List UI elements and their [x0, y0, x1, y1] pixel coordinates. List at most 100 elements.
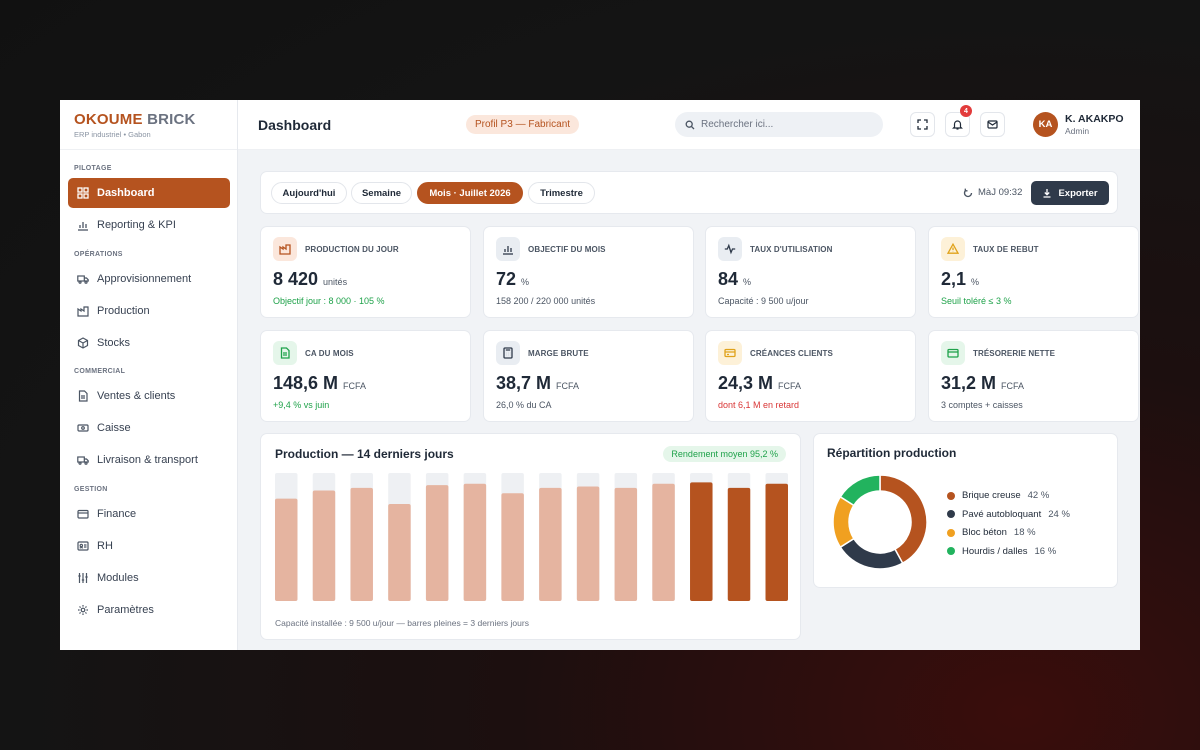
profile-badge[interactable]: Profil P3 — Fabricant — [466, 115, 580, 134]
kpi-unit: FCFA — [1001, 381, 1025, 391]
search-input[interactable] — [701, 119, 871, 130]
kpi-label: OBJECTIF DU MOIS — [528, 245, 606, 254]
period-quarter-button[interactable]: Trimestre — [528, 182, 595, 204]
kpi-card[interactable]: CA DU MOIS 148,6 M FCFA +9,4 % vs juin — [260, 330, 471, 422]
avatar[interactable]: KA — [1033, 112, 1058, 137]
legend-swatch — [947, 491, 955, 500]
legend-item: Brique creuse 42 % — [947, 490, 1049, 501]
kpi-subtext: 26,0 % du CA — [496, 400, 552, 410]
production-bar-day-7[interactable] — [501, 493, 524, 601]
production-bar-day-9[interactable] — [576, 486, 600, 601]
sidebar-item-label: Reporting & KPI — [97, 219, 176, 231]
sidebar-item-finance[interactable]: Finance — [68, 499, 230, 529]
warning-icon — [941, 237, 965, 261]
legend-label: Brique creuse — [962, 490, 1021, 501]
production-bar-day-1[interactable] — [275, 498, 298, 601]
topbar: Dashboard Profil P3 — Fabricant 4 KA K. … — [238, 100, 1140, 150]
sidebar-item-label: Paramètres — [97, 604, 154, 616]
sidebar-item-parametres[interactable]: Paramètres — [68, 595, 230, 625]
kpi-card[interactable]: MARGE BRUTE 38,7 M FCFA 26,0 % du CA — [483, 330, 694, 422]
period-today-button[interactable]: Aujourd'hui — [271, 182, 347, 204]
legend-swatch — [947, 547, 955, 555]
legend-item: Hourdis / dalles 16 % — [947, 546, 1056, 557]
legend-percent: 16 % — [1034, 545, 1057, 557]
section-label-commercial: COMMERCIAL — [74, 368, 126, 375]
kpi-card[interactable]: PRODUCTION DU JOUR 8 420 unités Objectif… — [260, 226, 471, 318]
production-bar-day-14[interactable] — [765, 483, 789, 601]
document-icon — [273, 341, 297, 365]
donut-slice-3[interactable] — [839, 474, 881, 507]
kpi-label: CA DU MOIS — [305, 349, 354, 358]
production-bar-day-4[interactable] — [388, 503, 411, 601]
sidebar-item-label: RH — [97, 540, 113, 552]
sidebar-item-caisse[interactable]: Caisse — [68, 413, 230, 443]
donut-slice-2[interactable] — [832, 495, 855, 549]
production-bar-day-3[interactable] — [350, 487, 373, 601]
card-icon — [718, 341, 742, 365]
sidebar-item-reporting[interactable]: Reporting & KPI — [68, 210, 230, 240]
search-box[interactable] — [675, 112, 883, 137]
kpi-value-row: 38,7 M FCFA — [496, 373, 579, 394]
sidebar-item-production[interactable]: Production — [68, 296, 230, 326]
kpi-subtext: Seuil toléré ≤ 3 % — [941, 296, 1012, 306]
kpi-card[interactable]: TRÉSORERIE NETTE 31,2 M FCFA 3 comptes +… — [928, 330, 1139, 422]
kpi-value-row: 31,2 M FCFA — [941, 373, 1024, 394]
donut-slice-0[interactable] — [879, 474, 928, 565]
fullscreen-button[interactable] — [910, 112, 935, 137]
truck-icon — [77, 273, 89, 285]
kpi-subtext: 158 200 / 220 000 unités — [496, 296, 596, 306]
production-bar-day-12[interactable] — [690, 482, 713, 601]
sidebar: OKOUME BRICK ERP industriel • Gabon PILO… — [60, 100, 238, 650]
brand-name: OKOUME BRICK — [74, 111, 223, 128]
gear-icon — [77, 604, 89, 616]
sidebar-item-livraison[interactable]: Livraison & transport — [68, 445, 230, 475]
section-label-pilotage: PILOTAGE — [74, 165, 112, 172]
factory-icon — [273, 237, 297, 261]
sidebar-item-approvisionnement[interactable]: Approvisionnement — [68, 264, 230, 294]
donut-slice-1[interactable] — [839, 537, 904, 570]
fullscreen-icon — [917, 119, 928, 130]
production-bar-day-10[interactable] — [614, 487, 638, 601]
export-button[interactable]: Exporter — [1031, 181, 1109, 205]
kpi-card[interactable]: TAUX D'UTILISATION 84 % Capacité : 9 500… — [705, 226, 916, 318]
brand-name-part1: OKOUME — [74, 111, 143, 128]
kpi-unit: FCFA — [778, 381, 802, 391]
mail-icon — [987, 120, 998, 129]
kpi-unit: FCFA — [343, 381, 367, 391]
kpi-label: TAUX D'UTILISATION — [750, 245, 833, 254]
production-bar-day-13[interactable] — [727, 487, 751, 601]
kpi-card[interactable]: OBJECTIF DU MOIS 72 % 158 200 / 220 000 … — [483, 226, 694, 318]
sidebar-item-rh[interactable]: RH — [68, 531, 230, 561]
production-bar-day-2[interactable] — [312, 490, 336, 601]
kpi-label: MARGE BRUTE — [528, 349, 589, 358]
production-bar-day-6[interactable] — [463, 483, 487, 601]
notifications-button[interactable]: 4 — [945, 105, 972, 137]
sidebar-item-label: Ventes & clients — [97, 390, 176, 402]
brand: OKOUME BRICK ERP industriel • Gabon — [60, 100, 237, 150]
production-bar-day-8[interactable] — [539, 487, 562, 601]
id-card-icon — [77, 540, 89, 552]
grid-icon — [77, 187, 89, 199]
sidebar-item-modules[interactable]: Modules — [68, 563, 230, 593]
period-month-button[interactable]: Mois · Juillet 2026 — [417, 182, 523, 204]
cash-icon — [77, 422, 89, 434]
bell-icon — [952, 120, 963, 130]
kpi-label: TAUX DE REBUT — [973, 245, 1039, 254]
sidebar-item-dashboard[interactable]: Dashboard — [68, 178, 230, 208]
export-label: Exporter — [1058, 187, 1098, 199]
production-chart-title: Production — 14 derniers jours — [275, 447, 454, 461]
messages-button[interactable] — [980, 112, 1005, 137]
kpi-card[interactable]: CRÉANCES CLIENTS 24,3 M FCFA dont 6,1 M … — [705, 330, 916, 422]
calculator-icon — [496, 341, 520, 365]
legend-label: Pavé autobloquant — [962, 508, 1042, 520]
sidebar-item-ventes[interactable]: Ventes & clients — [68, 381, 230, 411]
kpi-label: CRÉANCES CLIENTS — [750, 349, 833, 358]
sidebar-item-label: Production — [97, 305, 150, 317]
sidebar-item-stocks[interactable]: Stocks — [68, 328, 230, 358]
production-bar-day-11[interactable] — [652, 483, 675, 601]
bar-chart-icon — [77, 219, 89, 231]
last-updated[interactable]: MàJ 09:32 — [963, 187, 1022, 198]
kpi-card[interactable]: TAUX DE REBUT 2,1 % Seuil toléré ≤ 3 % — [928, 226, 1139, 318]
production-bar-day-5[interactable] — [425, 485, 449, 601]
period-week-button[interactable]: Semaine — [351, 182, 412, 204]
